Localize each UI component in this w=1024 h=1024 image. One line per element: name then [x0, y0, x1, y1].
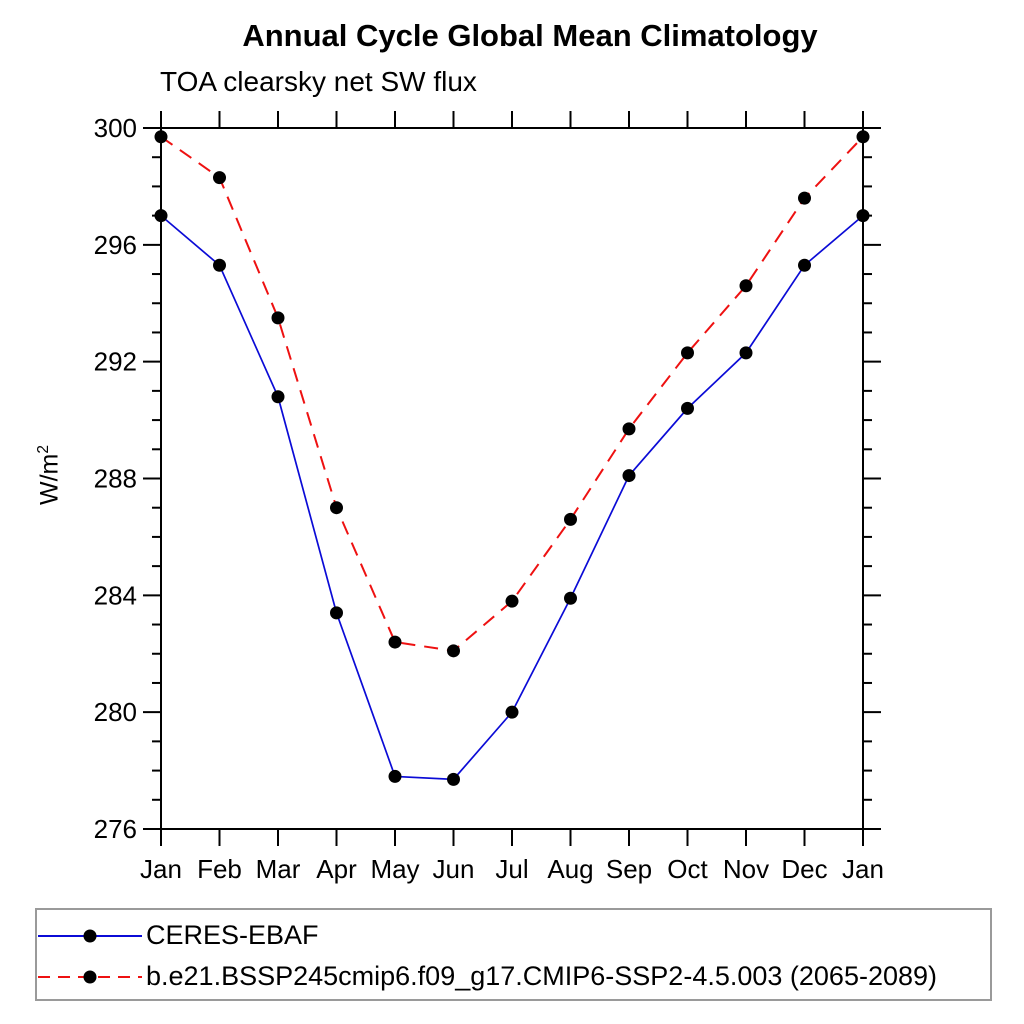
- x-tick-label: Aug: [547, 854, 593, 884]
- plot-area: Jan Feb Mar Apr May Jun Jul Aug Sep Oct Nov Dec Jan2…: [94, 111, 884, 884]
- chart-title: Annual Cycle Global Mean Climatology: [242, 18, 818, 53]
- legend-marker-dot: [83, 970, 97, 983]
- plot-frame: [160, 127, 864, 830]
- legend-label-ceres: CERES-EBAF: [146, 920, 319, 950]
- data-point-marker: [739, 279, 753, 293]
- x-tick-label: Feb: [197, 854, 242, 884]
- x-tick-label: Jul: [495, 854, 528, 884]
- data-point-marker: [271, 390, 285, 404]
- data-point-marker: [622, 422, 636, 436]
- x-tick-label: Nov: [723, 854, 769, 884]
- y-tick-label: 292: [94, 347, 137, 377]
- data-point-marker: [505, 594, 519, 608]
- data-point-marker: [739, 346, 753, 360]
- series-line-0: [160, 214, 864, 781]
- legend-marker-dot: [83, 929, 97, 942]
- y-tick-label: 276: [94, 814, 137, 844]
- legend-item-model: b.e21.BSSP245cmip6.f09_g17.CMIP6-SSP2-4.…: [38, 956, 990, 997]
- series-line-1: [160, 135, 864, 652]
- legend-line-sample-solid: [38, 929, 142, 942]
- data-point-marker: [856, 130, 870, 144]
- y-tick-label: 284: [94, 580, 137, 610]
- legend-item-ceres: CERES-EBAF: [38, 915, 990, 956]
- data-point-marker: [213, 258, 226, 272]
- data-point-marker: [798, 258, 811, 272]
- data-point-marker: [388, 769, 402, 783]
- legend-box: CERES-EBAF b.e21.BSSP245cmip6.f09_g17.CM…: [35, 908, 992, 1001]
- x-tick-label: Mar: [256, 854, 301, 884]
- data-point-marker: [798, 191, 811, 205]
- data-point-marker: [213, 171, 226, 185]
- data-point-marker: [505, 705, 519, 719]
- x-tick-label: Sep: [606, 854, 652, 884]
- x-tick-label: Jan: [140, 854, 182, 884]
- data-point-marker: [564, 591, 577, 605]
- x-tick-label: Jan: [842, 854, 884, 884]
- data-point-marker: [622, 469, 636, 483]
- data-point-marker: [564, 512, 577, 526]
- x-tick-label: Oct: [667, 854, 708, 884]
- data-point-marker: [447, 644, 460, 658]
- x-tick-label: Jun: [433, 854, 475, 884]
- data-point-marker: [330, 606, 343, 620]
- x-tick-label: Apr: [316, 854, 357, 884]
- legend-label-model: b.e21.BSSP245cmip6.f09_g17.CMIP6-SSP2-4.…: [146, 961, 938, 991]
- data-point-marker: [154, 130, 168, 144]
- data-point-marker: [154, 209, 168, 223]
- data-point-marker: [856, 209, 870, 223]
- x-tick-label: May: [370, 854, 419, 884]
- y-tick-label: 296: [94, 230, 137, 260]
- data-point-marker: [681, 401, 694, 415]
- y-tick-label: 300: [94, 113, 137, 143]
- data-point-marker: [330, 501, 343, 515]
- x-tick-label: Dec: [781, 854, 827, 884]
- data-point-marker: [271, 311, 285, 325]
- y-tick-label: 280: [94, 697, 137, 727]
- data-point-marker: [388, 635, 402, 649]
- data-point-marker: [681, 346, 694, 360]
- legend-line-sample-dashed: [38, 970, 142, 983]
- chart-subtitle: TOA clearsky net SW flux: [160, 66, 477, 97]
- y-tick-label: 288: [94, 464, 137, 494]
- data-point-marker: [447, 772, 460, 786]
